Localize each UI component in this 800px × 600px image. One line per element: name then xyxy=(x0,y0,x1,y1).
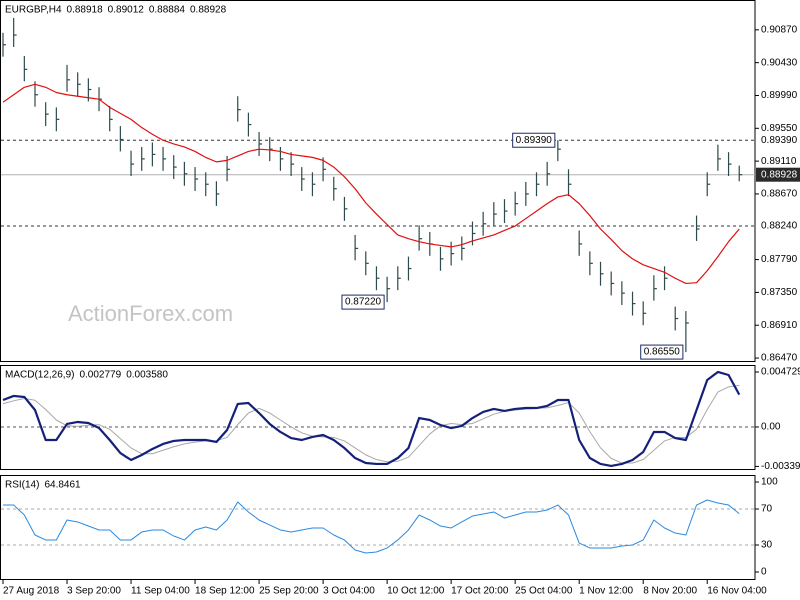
moving-average xyxy=(2,83,740,285)
y-tick-label: 0.87790 xyxy=(761,254,798,265)
header-text: 0.88918 xyxy=(67,5,104,16)
y-tick-label: 0.89110 xyxy=(761,156,797,167)
header-text: 0.88928 xyxy=(190,5,227,16)
x-tick-label: 3 Sep 20:00 xyxy=(67,586,121,597)
level-label: 0.88240 xyxy=(761,221,798,232)
x-tick-label: 25 Oct 04:00 xyxy=(515,586,573,597)
panel-frame xyxy=(0,475,756,580)
panel-frame xyxy=(0,365,756,470)
header-text: EURGBP,H4 xyxy=(5,5,62,16)
y-tick-label: 0.89990 xyxy=(761,90,798,101)
x-tick-label: 16 Nov 04:00 xyxy=(707,586,767,597)
header-text: 0.89012 xyxy=(108,5,145,16)
header-text: MACD(12,26,9) xyxy=(5,370,74,381)
y-tick-label: 0.86470 xyxy=(761,353,798,364)
y-tick-label: 0.90430 xyxy=(761,57,798,68)
current-price-bg xyxy=(756,167,800,182)
y-tick-label: -0.003391 xyxy=(761,461,800,472)
y-tick-label: 100 xyxy=(761,477,778,488)
y-tick-label: 0 xyxy=(761,567,767,578)
header-text: 0.88884 xyxy=(149,5,186,16)
header-text: 0.003580 xyxy=(126,370,168,381)
watermark: ActionForex.com xyxy=(68,301,233,326)
annotation-label: 0.89390 xyxy=(516,135,553,146)
y-tick-label: 0.88670 xyxy=(761,189,798,200)
series-line xyxy=(2,384,740,464)
y-tick-label: 70 xyxy=(761,504,773,515)
x-tick-label: 8 Nov 20:00 xyxy=(643,586,697,597)
y-tick-label: 0.89550 xyxy=(761,123,798,134)
panel-frame xyxy=(0,0,756,362)
y-tick-label: 0.00 xyxy=(761,422,781,433)
annotation-box xyxy=(341,294,385,310)
annotation-box xyxy=(512,132,556,148)
x-tick-label: 3 Oct 04:00 xyxy=(323,586,375,597)
level-label: 0.89390 xyxy=(761,135,798,146)
y-tick-label: 0.86910 xyxy=(761,320,798,331)
x-tick-label: 25 Sep 20:00 xyxy=(259,586,319,597)
series-line xyxy=(2,370,741,468)
y-tick-label: 0.87350 xyxy=(761,287,798,298)
x-tick-label: 1 Nov 12:00 xyxy=(579,586,633,597)
header-text: 0.002779 xyxy=(79,370,121,381)
level-label-bg xyxy=(756,219,800,234)
x-tick-label: 11 Sep 04:00 xyxy=(131,586,190,597)
annotation-label: 0.86550 xyxy=(644,347,681,358)
y-tick-label: 30 xyxy=(761,540,773,551)
header-text: 64.8461 xyxy=(44,480,81,491)
x-tick-label: 10 Oct 12:00 xyxy=(387,586,445,597)
x-tick-label: 18 Sep 12:00 xyxy=(195,586,255,597)
y-tick-label: 0.90870 xyxy=(761,24,798,35)
series-line xyxy=(3,499,740,554)
x-tick-label: 27 Aug 2018 xyxy=(3,586,60,597)
annotation-label: 0.87220 xyxy=(345,297,382,308)
x-tick-label: 17 Oct 20:00 xyxy=(451,586,509,597)
level-label-bg xyxy=(756,133,800,148)
current-price-label: 0.88928 xyxy=(761,169,798,180)
annotation-box xyxy=(640,344,684,360)
header-text: RSI(14) xyxy=(5,480,39,491)
y-tick-label: 0.004729 xyxy=(761,367,800,378)
